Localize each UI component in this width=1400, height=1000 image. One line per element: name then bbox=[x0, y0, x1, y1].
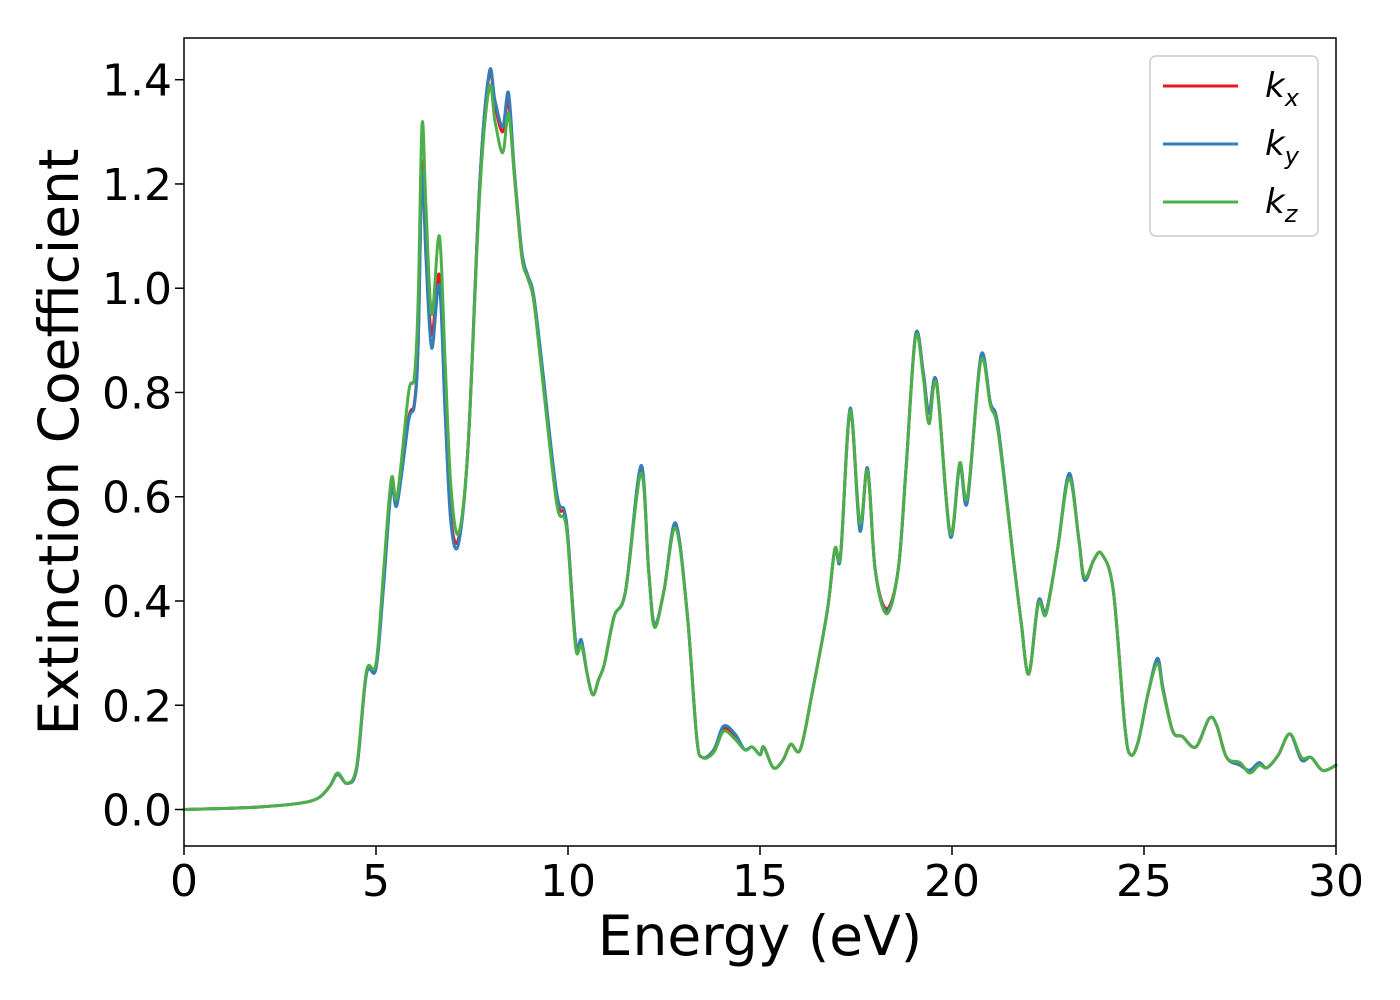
y-tick-label: 1.2 bbox=[102, 160, 172, 211]
x-tick-label: 15 bbox=[732, 856, 788, 907]
y-tick-label: 1.0 bbox=[102, 264, 172, 315]
legend-box bbox=[1149, 55, 1319, 237]
y-tick-label: 1.4 bbox=[102, 56, 172, 107]
y-tick-label: 0.4 bbox=[102, 577, 172, 628]
y-axis-label: Extinction Coefficient bbox=[27, 149, 91, 736]
y-tick-label: 0.0 bbox=[102, 786, 172, 837]
y-tick-label: 0.8 bbox=[102, 368, 172, 419]
y-axis-ticks: 0.0 0.2 0.4 0.6 0.8 1.0 1.2 1.4 bbox=[102, 56, 184, 837]
x-tick-label: 5 bbox=[362, 856, 390, 907]
x-tick-label: 0 bbox=[170, 856, 198, 907]
y-tick-label: 0.6 bbox=[102, 473, 172, 524]
x-axis-ticks: 0 5 10 15 20 25 30 bbox=[170, 846, 1364, 907]
series-line-kz bbox=[182, 83, 1338, 811]
y-tick-label: 0.2 bbox=[102, 681, 172, 732]
series-layer bbox=[182, 67, 1338, 811]
x-tick-label: 30 bbox=[1308, 856, 1364, 907]
x-axis-label: Energy (eV) bbox=[598, 904, 922, 968]
x-tick-label: 20 bbox=[924, 856, 980, 907]
x-tick-label: 10 bbox=[540, 856, 596, 907]
x-tick-label: 25 bbox=[1116, 856, 1172, 907]
plot-frame bbox=[183, 37, 1337, 847]
